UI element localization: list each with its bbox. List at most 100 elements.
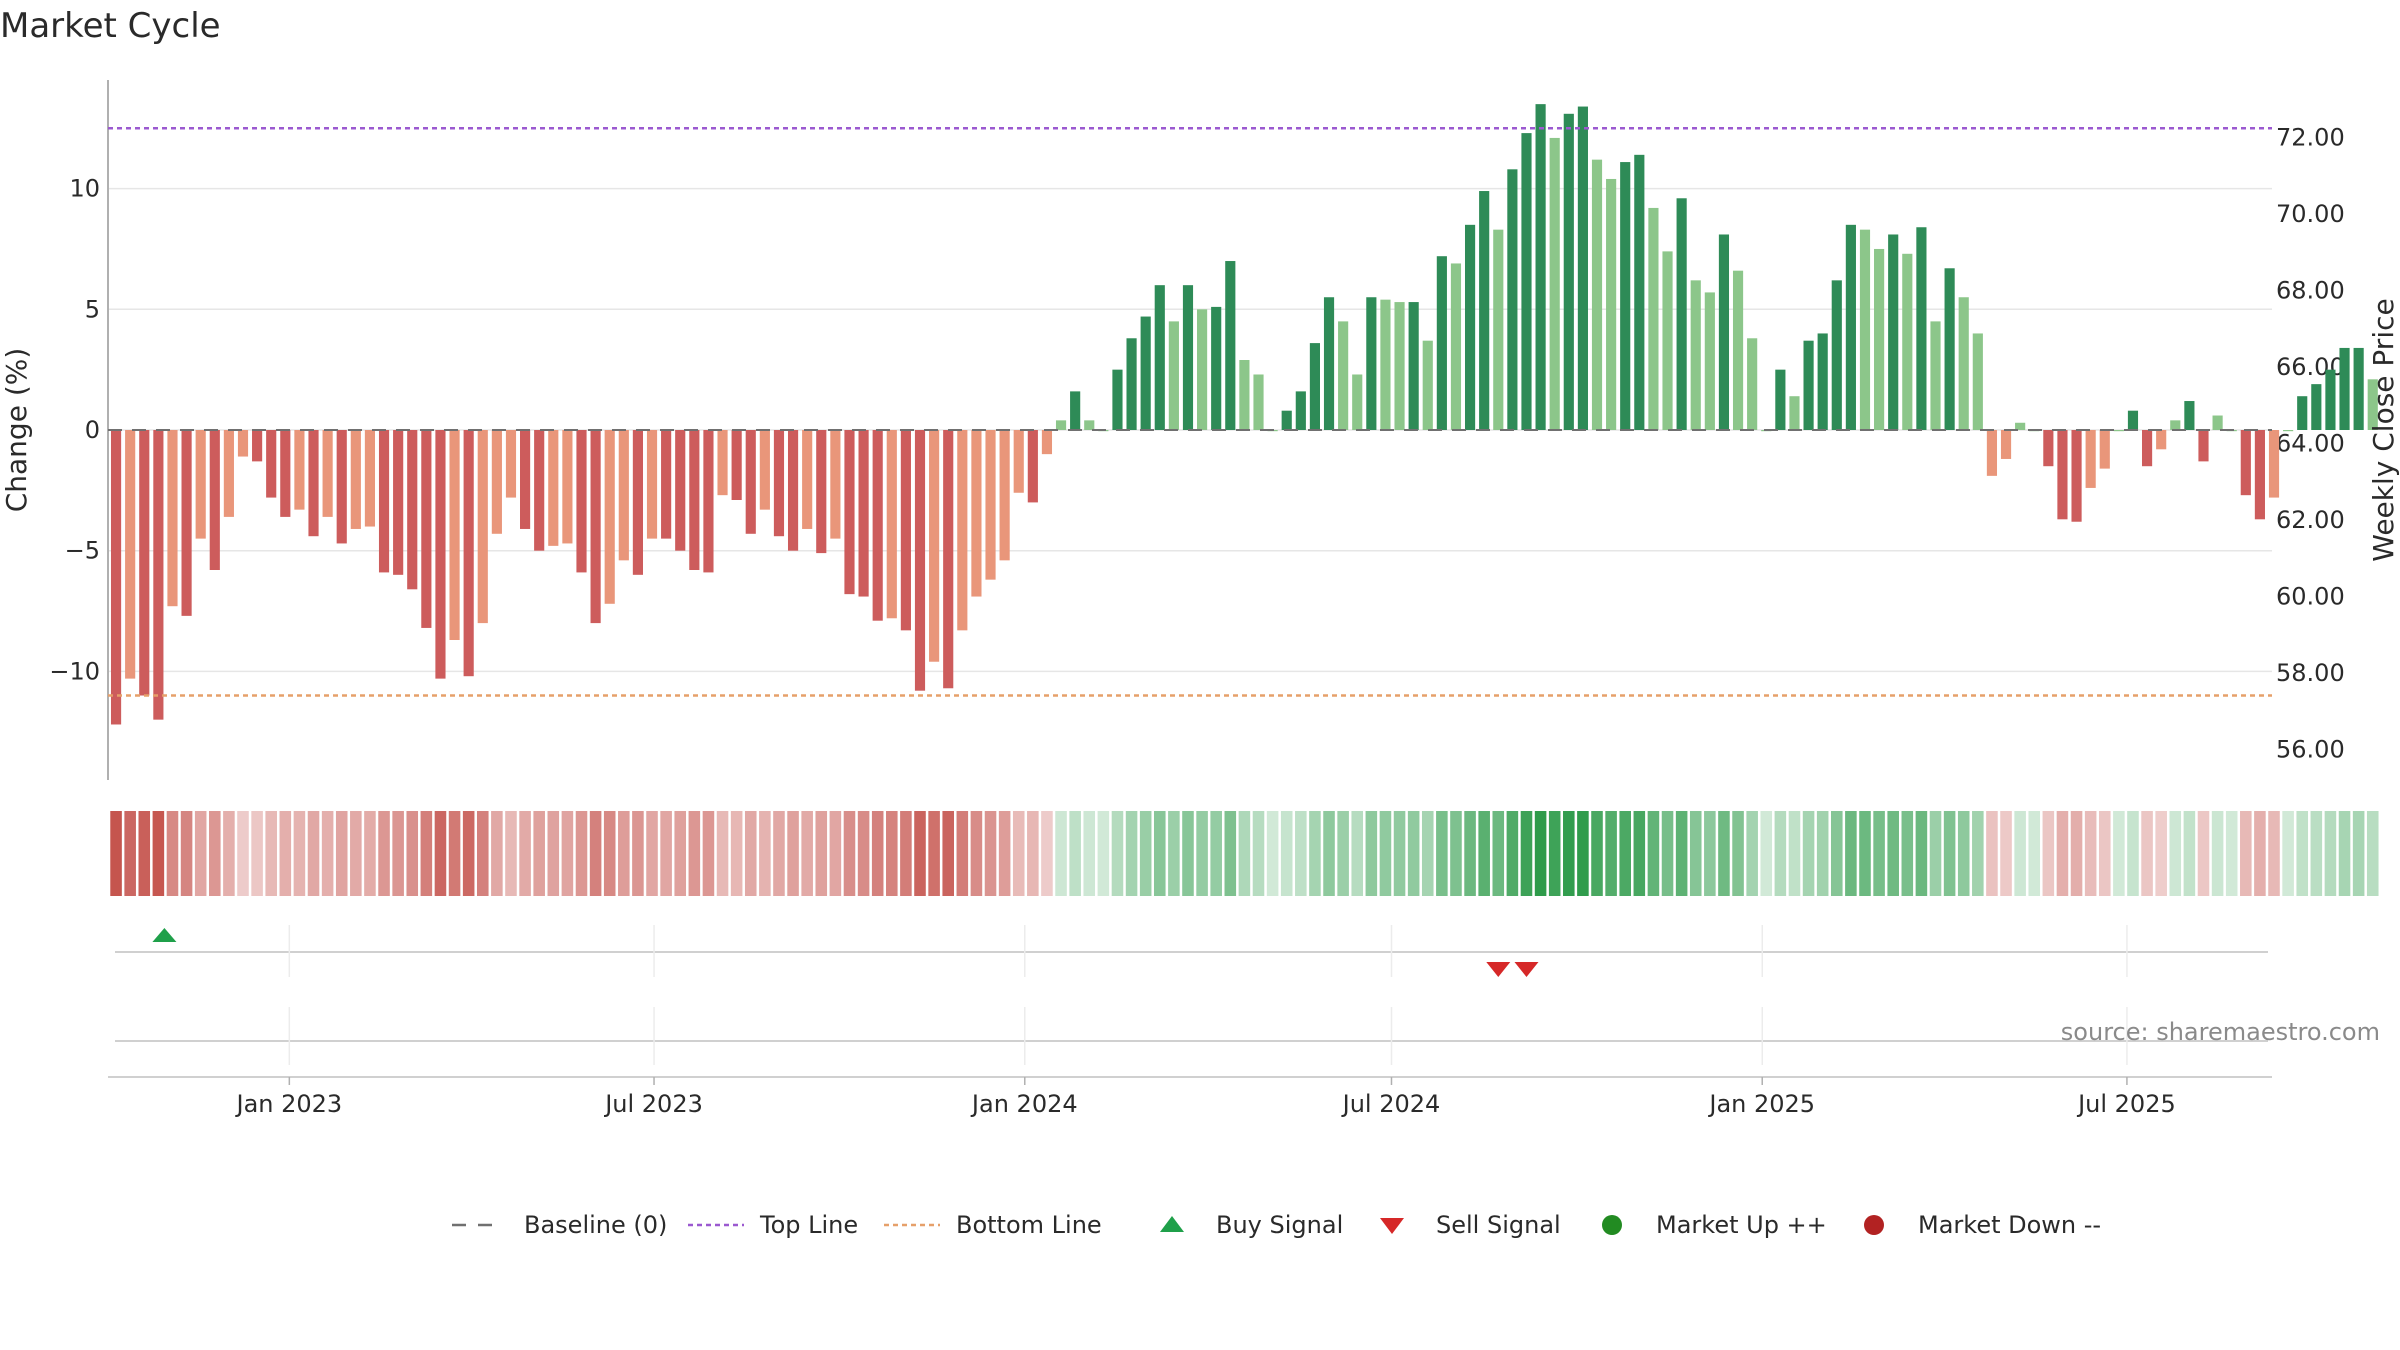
- change-bar: [2156, 430, 2167, 450]
- y-tick-label: −10: [49, 657, 100, 685]
- change-bar: [957, 430, 968, 631]
- heat-cell: [1450, 811, 1462, 896]
- heat-cell: [1351, 811, 1364, 896]
- heat-cell: [448, 811, 461, 896]
- change-bar: [2000, 430, 2012, 459]
- heat-cell: [420, 811, 433, 896]
- change-bar: [1239, 360, 1250, 430]
- reference-lines: [108, 127, 2272, 697]
- x-tick-label: Jul 2025: [2076, 1090, 2176, 1118]
- heat-cell: [152, 811, 165, 896]
- change-bar: [1944, 268, 1955, 430]
- heat-strip: [110, 811, 2379, 896]
- change-bar: [1027, 430, 1038, 503]
- change-bar: [1817, 333, 1828, 430]
- change-bar: [1352, 374, 1363, 430]
- heat-cell: [646, 811, 658, 896]
- change-bar: [280, 430, 291, 517]
- change-bar: [1591, 159, 1603, 431]
- heat-cell: [1139, 811, 1152, 896]
- change-bar: [223, 430, 234, 517]
- change-bar: [1676, 198, 1687, 430]
- heat-cell: [1182, 811, 1194, 896]
- heat-cell: [1153, 811, 1166, 896]
- heat-cell: [1323, 811, 1335, 896]
- heat-cell: [2155, 811, 2167, 896]
- change-bar: [2071, 430, 2082, 522]
- chart-title: Market Cycle: [0, 6, 221, 46]
- change-bar: [618, 430, 629, 561]
- heat-cell: [350, 811, 362, 896]
- heat-cell: [1972, 811, 1984, 896]
- heat-cell: [1069, 811, 1081, 896]
- heat-cell: [998, 811, 1011, 896]
- change-bar: [2198, 430, 2209, 462]
- heat-cell: [787, 811, 799, 896]
- change-bar: [590, 430, 601, 624]
- y-axis-title: Change (%): [0, 348, 33, 513]
- change-bar: [1041, 430, 1053, 455]
- change-bar: [1154, 285, 1165, 430]
- heat-cell: [1774, 811, 1787, 896]
- heat-cell: [2098, 811, 2111, 896]
- change-bar: [604, 430, 615, 604]
- heat-cell: [956, 811, 969, 896]
- heat-cell: [829, 811, 842, 896]
- legend-label: Sell Signal: [1436, 1211, 1561, 1239]
- change-bar: [1394, 302, 1405, 430]
- change-bar: [1634, 154, 1645, 431]
- change-bar: [1859, 229, 1871, 430]
- change-bar: [1986, 430, 1998, 476]
- legend-label: Top Line: [759, 1211, 858, 1239]
- signal-panel: [115, 925, 2268, 1065]
- legend-item: Sell Signal: [1380, 1211, 1561, 1239]
- change-bar: [886, 430, 897, 619]
- change-bar: [999, 430, 1010, 561]
- change-bar: [1916, 227, 1927, 430]
- heat-cell: [1421, 811, 1434, 896]
- sell-signal-marker: [1486, 962, 1511, 977]
- legend-label: Market Up ++: [1656, 1211, 1827, 1239]
- change-bar: [520, 430, 531, 529]
- heat-cell: [1365, 811, 1378, 896]
- change-bar: [1535, 104, 1546, 430]
- change-bar: [2254, 430, 2265, 520]
- change-bar: [2043, 430, 2054, 467]
- change-bar: [1845, 224, 1856, 430]
- change-bar: [1055, 420, 1067, 430]
- change-bar: [1789, 396, 1800, 430]
- change-bar: [1295, 391, 1306, 430]
- change-bar: [985, 430, 996, 580]
- legend-label: Bottom Line: [956, 1211, 1102, 1239]
- heat-cell: [392, 811, 404, 896]
- heat-cell: [1957, 811, 1970, 896]
- heat-cell: [1407, 811, 1420, 896]
- change-bar: [2240, 430, 2251, 496]
- change-bar: [2339, 347, 2350, 430]
- legend-label: Buy Signal: [1216, 1211, 1343, 1239]
- change-bar: [364, 430, 376, 527]
- heat-cell: [984, 811, 997, 896]
- change-bar: [900, 430, 911, 631]
- change-bar: [1309, 343, 1321, 430]
- change-bar: [1732, 270, 1744, 430]
- heat-cell: [1986, 811, 1998, 896]
- change-bar: [548, 430, 559, 546]
- change-bar: [1450, 263, 1462, 430]
- change-bar: [1013, 430, 1024, 493]
- heat-cell: [2014, 811, 2026, 896]
- heat-cell: [2084, 811, 2097, 896]
- heat-cell: [293, 811, 306, 896]
- heat-cell: [2225, 811, 2238, 896]
- heat-cell: [1041, 811, 1053, 896]
- change-bar: [463, 430, 474, 677]
- heat-cell: [2141, 811, 2153, 896]
- change-bar: [2268, 430, 2280, 498]
- change-bar: [1323, 297, 1335, 430]
- change-bar: [1197, 309, 1208, 430]
- change-bar: [1930, 321, 1941, 430]
- change-bar: [661, 430, 672, 539]
- x-tick-label: Jul 2024: [1341, 1090, 1441, 1118]
- change-bar: [336, 430, 347, 544]
- change-bar: [266, 430, 277, 498]
